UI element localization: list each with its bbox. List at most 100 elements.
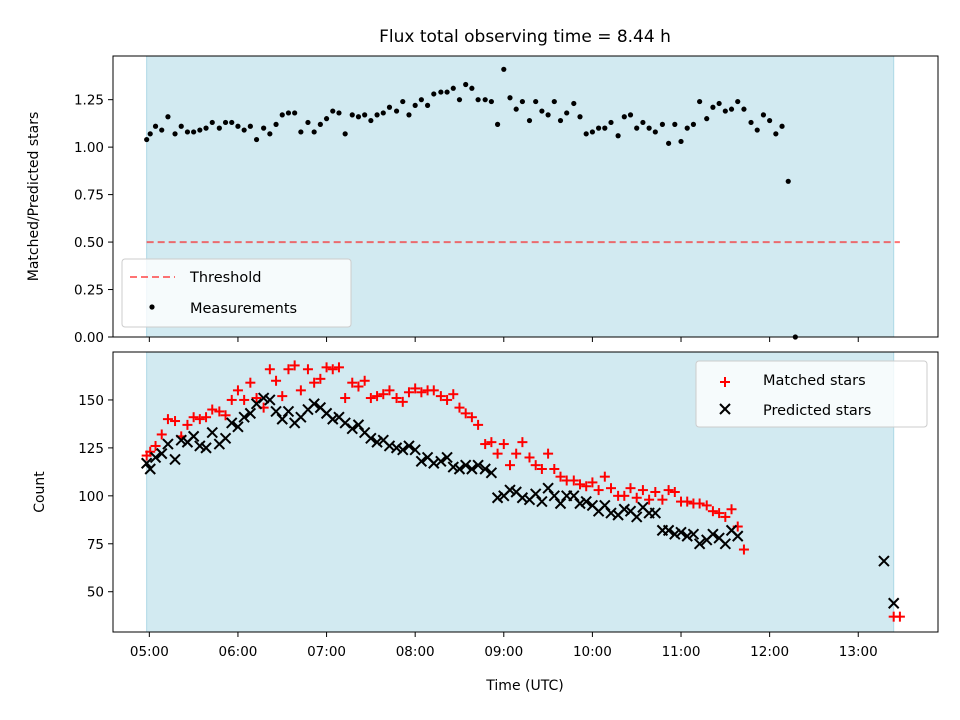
measurement-point xyxy=(564,110,570,116)
measurement-point xyxy=(526,117,533,124)
measurement-point xyxy=(659,121,666,127)
measurement-point xyxy=(444,89,450,95)
measurement-point xyxy=(349,112,355,118)
predicted-star-point xyxy=(631,511,643,523)
measurement-point xyxy=(355,114,362,120)
matched-star-point xyxy=(327,364,338,375)
matched-star-point xyxy=(333,362,344,373)
predicted-star-point xyxy=(206,426,218,439)
matched-star-point xyxy=(593,485,604,496)
matched-star-point xyxy=(239,394,250,405)
measurement-point xyxy=(697,98,703,105)
x-tick-label: 13:00 xyxy=(839,644,878,660)
measurement-point xyxy=(545,112,551,118)
legend-threshold-label: Threshold xyxy=(189,270,261,286)
matched-star-point xyxy=(283,364,294,375)
predicted-star-point xyxy=(308,398,320,410)
predicted-star-point xyxy=(662,524,675,537)
matched-star-point xyxy=(245,377,256,388)
measurement-point xyxy=(627,112,634,118)
measurement-point xyxy=(494,121,501,127)
predicted-star-point xyxy=(149,451,162,464)
x-tick-label: 11:00 xyxy=(662,644,701,660)
matched-star-point xyxy=(473,419,484,430)
matched-star-point xyxy=(694,498,705,509)
matched-star-point xyxy=(726,504,737,515)
matched-star-point xyxy=(145,446,156,457)
matched-star-point xyxy=(486,437,497,448)
x-tick-label: 06:00 xyxy=(218,644,257,660)
measurement-point xyxy=(336,110,342,116)
predicted-star-point xyxy=(238,411,250,423)
matched-star-point xyxy=(448,389,459,400)
predicted-star-point xyxy=(327,413,339,425)
matched-star-point xyxy=(277,391,288,402)
matched-star-point xyxy=(264,364,275,375)
measurement-point xyxy=(760,112,767,118)
measurement-point xyxy=(147,131,153,137)
matched-star-point xyxy=(378,389,389,400)
top-axes-frame xyxy=(112,55,939,338)
measurement-point xyxy=(722,108,728,114)
predicted-star-point xyxy=(415,455,428,468)
matched-star-point xyxy=(156,429,167,440)
legend-measurements-swatch xyxy=(149,304,155,310)
predicted-star-point xyxy=(459,459,472,471)
y-tick-label: 0.25 xyxy=(74,283,104,299)
top-legend: Threshold Measurements xyxy=(121,258,352,328)
matched-star-point xyxy=(568,475,579,486)
predicted-star-point xyxy=(409,444,421,456)
legend-predicted-swatch xyxy=(719,403,731,415)
matched-star-point xyxy=(460,408,471,419)
matched-star-point xyxy=(397,396,408,407)
measurement-point xyxy=(704,116,710,122)
measurement-point xyxy=(323,116,330,122)
measurement-point xyxy=(172,131,178,137)
measurement-point xyxy=(253,136,260,143)
predicted-star-point xyxy=(390,442,403,454)
predicted-star-point xyxy=(693,538,706,550)
matched-star-point xyxy=(188,412,199,423)
bottom-panel: 05:00 06:00 07:00 08:00 09:00 10:00 11:00 12:00… xyxy=(32,351,939,694)
predicted-star-point xyxy=(605,507,617,519)
measurement-point xyxy=(424,102,431,108)
bottom-legend: Matched stars Predicted stars xyxy=(695,360,928,428)
measurement-point xyxy=(710,104,716,110)
predicted-star-point xyxy=(441,451,453,464)
matched-star-point xyxy=(466,412,477,423)
measurement-point xyxy=(672,121,678,127)
predicted-star-point xyxy=(187,430,200,443)
y-tick-label: 0.00 xyxy=(74,330,104,346)
matched-star-point xyxy=(701,500,712,511)
matched-star-point xyxy=(365,393,376,404)
measurement-point xyxy=(380,110,386,116)
predicted-star-point xyxy=(536,495,548,508)
matched-star-point xyxy=(170,416,181,427)
matched-star-point xyxy=(442,394,453,405)
predicted-star-point xyxy=(264,394,276,406)
measurement-point xyxy=(640,119,646,126)
measurement-point xyxy=(241,127,247,133)
measurement-point xyxy=(311,129,317,135)
measurement-point xyxy=(298,129,304,135)
predicted-star-point xyxy=(282,405,295,418)
matched-star-point xyxy=(480,439,491,450)
measurement-point xyxy=(678,138,684,145)
predicted-star-point xyxy=(472,459,484,471)
predicted-star-point xyxy=(194,440,206,452)
measurement-point xyxy=(513,106,519,112)
measurement-point xyxy=(261,125,267,131)
predicted-star-point xyxy=(270,405,282,418)
x-tick-label: 12:00 xyxy=(750,644,789,660)
predicted-star-point xyxy=(681,530,693,542)
y-tick-label: 1.25 xyxy=(74,93,104,109)
measurement-point xyxy=(317,121,323,127)
measurement-point xyxy=(184,129,191,135)
predicted-star-point xyxy=(144,463,156,475)
measurement-point xyxy=(368,117,374,124)
x-axis-label: Time (UTC) xyxy=(485,678,563,694)
matched-star-point xyxy=(581,481,592,492)
matched-star-point xyxy=(720,511,731,522)
top-ylabel: Matched/Predicted stars xyxy=(26,112,42,282)
measurement-point xyxy=(602,125,608,131)
